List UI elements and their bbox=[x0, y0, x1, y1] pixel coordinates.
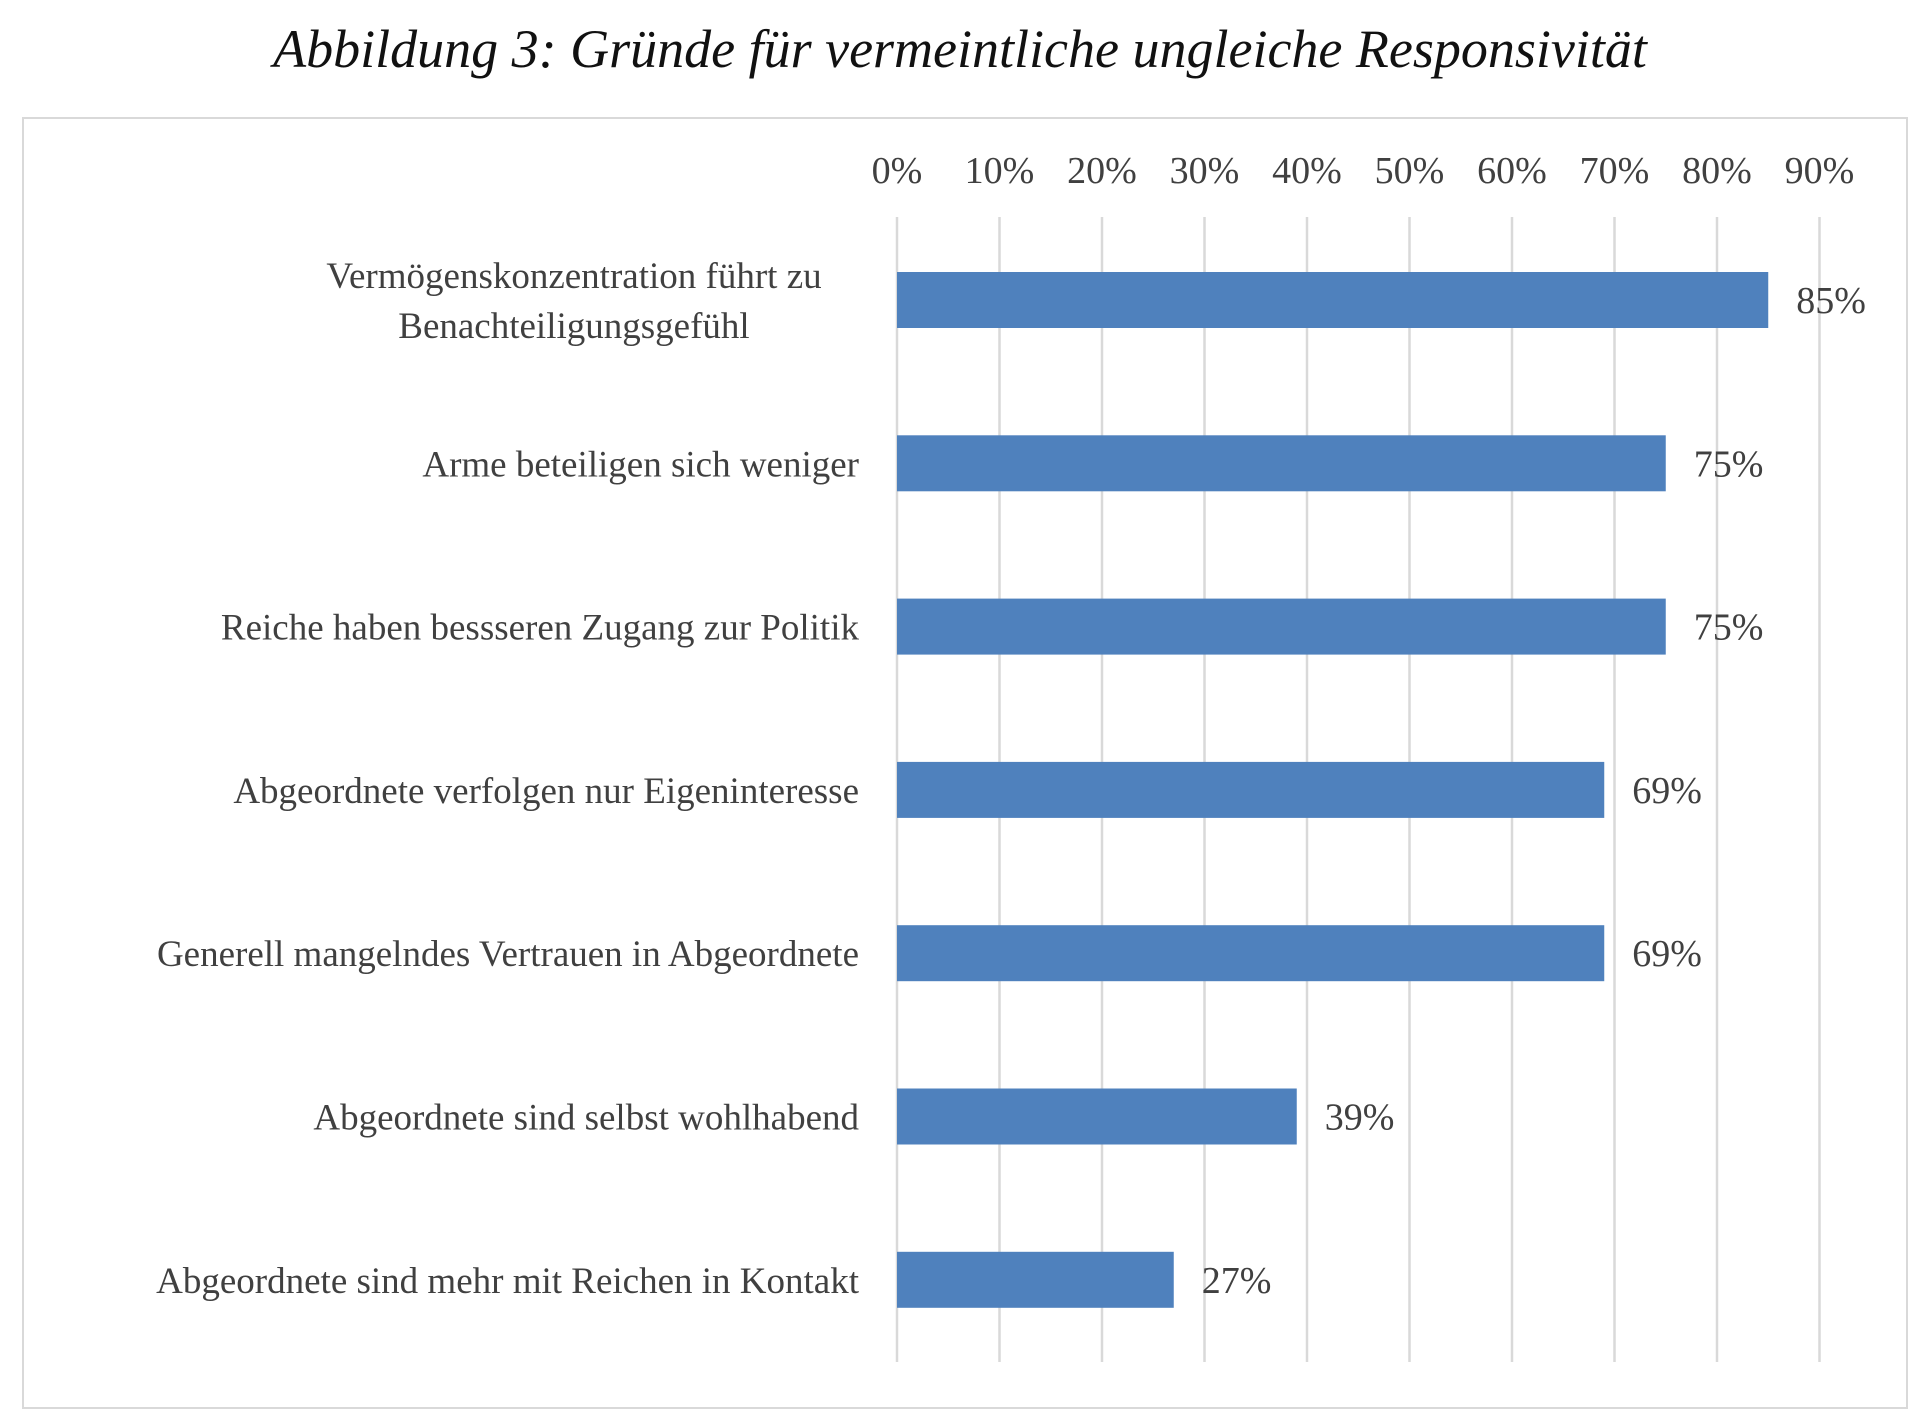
category-label: Abgeordnete verfolgen nur Eigeninteresse bbox=[233, 771, 859, 812]
category-label: Abgeordnete sind mehr mit Reichen in Kon… bbox=[156, 1261, 860, 1302]
bar bbox=[897, 272, 1769, 328]
x-axis-ticks: 0% 10% 20% 30% 40% 50% 60% 70% 80% 90% bbox=[872, 150, 1855, 192]
bar bbox=[897, 925, 1605, 982]
x-tick-label: 90% bbox=[1785, 150, 1855, 192]
figure-title: Abbildung 3: Gründe für vermeintliche un… bbox=[273, 19, 1647, 79]
x-tick-label: 60% bbox=[1477, 150, 1547, 192]
bar bbox=[897, 1251, 1174, 1308]
data-label: 75% bbox=[1694, 443, 1764, 485]
category-label: Abgeordnete sind selbst wohlhabend bbox=[313, 1098, 859, 1139]
bar bbox=[897, 1088, 1297, 1145]
data-label: 27% bbox=[1202, 1260, 1272, 1302]
value-labels: 85% 75% 75% 69% 69% 39% 27% bbox=[1202, 280, 1866, 1302]
data-label: 85% bbox=[1796, 280, 1866, 322]
bar bbox=[897, 598, 1666, 655]
chart-frame bbox=[22, 117, 1908, 1409]
category-label: Reiche haben bessseren Zugang zur Politi… bbox=[221, 608, 860, 649]
x-tick-label: 20% bbox=[1067, 150, 1137, 192]
x-tick-label: 50% bbox=[1375, 150, 1445, 192]
category-label: Vermögenskonzentration führt zu bbox=[326, 256, 821, 297]
x-tick-label: 10% bbox=[965, 150, 1035, 192]
x-tick-label: 70% bbox=[1580, 150, 1650, 192]
data-label: 75% bbox=[1694, 607, 1764, 649]
category-labels: Vermögenskonzentration führt zu Benachtei… bbox=[156, 256, 860, 1302]
x-tick-label: 30% bbox=[1170, 150, 1240, 192]
category-label: Generell mangelndes Vertrauen in Abgeord… bbox=[157, 934, 859, 975]
x-tick-label: 0% bbox=[872, 150, 923, 192]
data-label: 69% bbox=[1632, 770, 1702, 812]
bars bbox=[897, 272, 1769, 1308]
bar bbox=[897, 435, 1666, 492]
bar bbox=[897, 761, 1605, 818]
data-label: 39% bbox=[1325, 1097, 1395, 1139]
category-label: Benachteiligungsgefühl bbox=[398, 306, 749, 347]
category-label: Arme beteiligen sich weniger bbox=[422, 444, 859, 485]
x-tick-label: 80% bbox=[1682, 150, 1752, 192]
x-tick-label: 40% bbox=[1272, 150, 1342, 192]
gridlines bbox=[895, 217, 1821, 1362]
data-label: 69% bbox=[1632, 933, 1702, 975]
